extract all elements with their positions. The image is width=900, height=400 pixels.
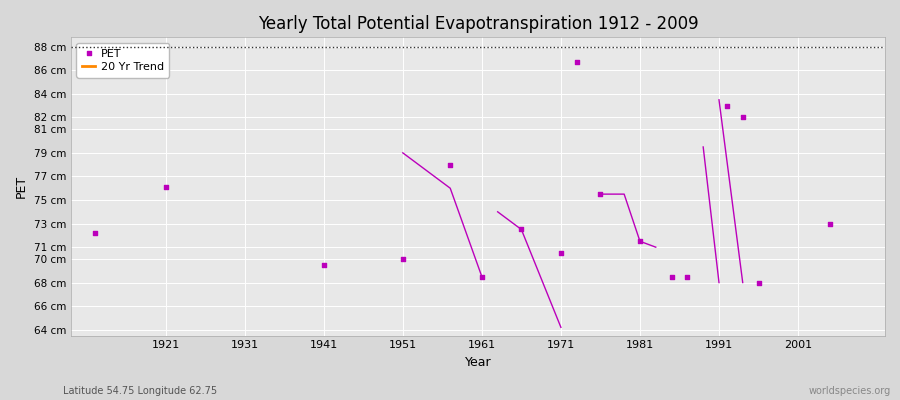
Legend: PET, 20 Yr Trend: PET, 20 Yr Trend xyxy=(76,43,169,78)
PET xyxy=(570,59,584,65)
Y-axis label: PET: PET xyxy=(15,175,28,198)
PET xyxy=(823,220,837,227)
PET xyxy=(87,230,102,236)
PET xyxy=(735,114,750,121)
PET xyxy=(633,238,647,244)
X-axis label: Year: Year xyxy=(464,356,491,369)
PET xyxy=(680,274,695,280)
PET xyxy=(474,274,489,280)
PET xyxy=(720,102,734,109)
PET xyxy=(593,191,608,197)
PET xyxy=(396,256,410,262)
Text: Latitude 54.75 Longitude 62.75: Latitude 54.75 Longitude 62.75 xyxy=(63,386,217,396)
PET xyxy=(317,262,331,268)
PET xyxy=(664,274,679,280)
Title: Yearly Total Potential Evapotranspiration 1912 - 2009: Yearly Total Potential Evapotranspiratio… xyxy=(257,15,698,33)
Text: worldspecies.org: worldspecies.org xyxy=(809,386,891,396)
PET xyxy=(554,250,568,256)
PET xyxy=(752,279,766,286)
PET xyxy=(443,162,457,168)
PET xyxy=(158,184,173,190)
PET xyxy=(514,226,528,233)
